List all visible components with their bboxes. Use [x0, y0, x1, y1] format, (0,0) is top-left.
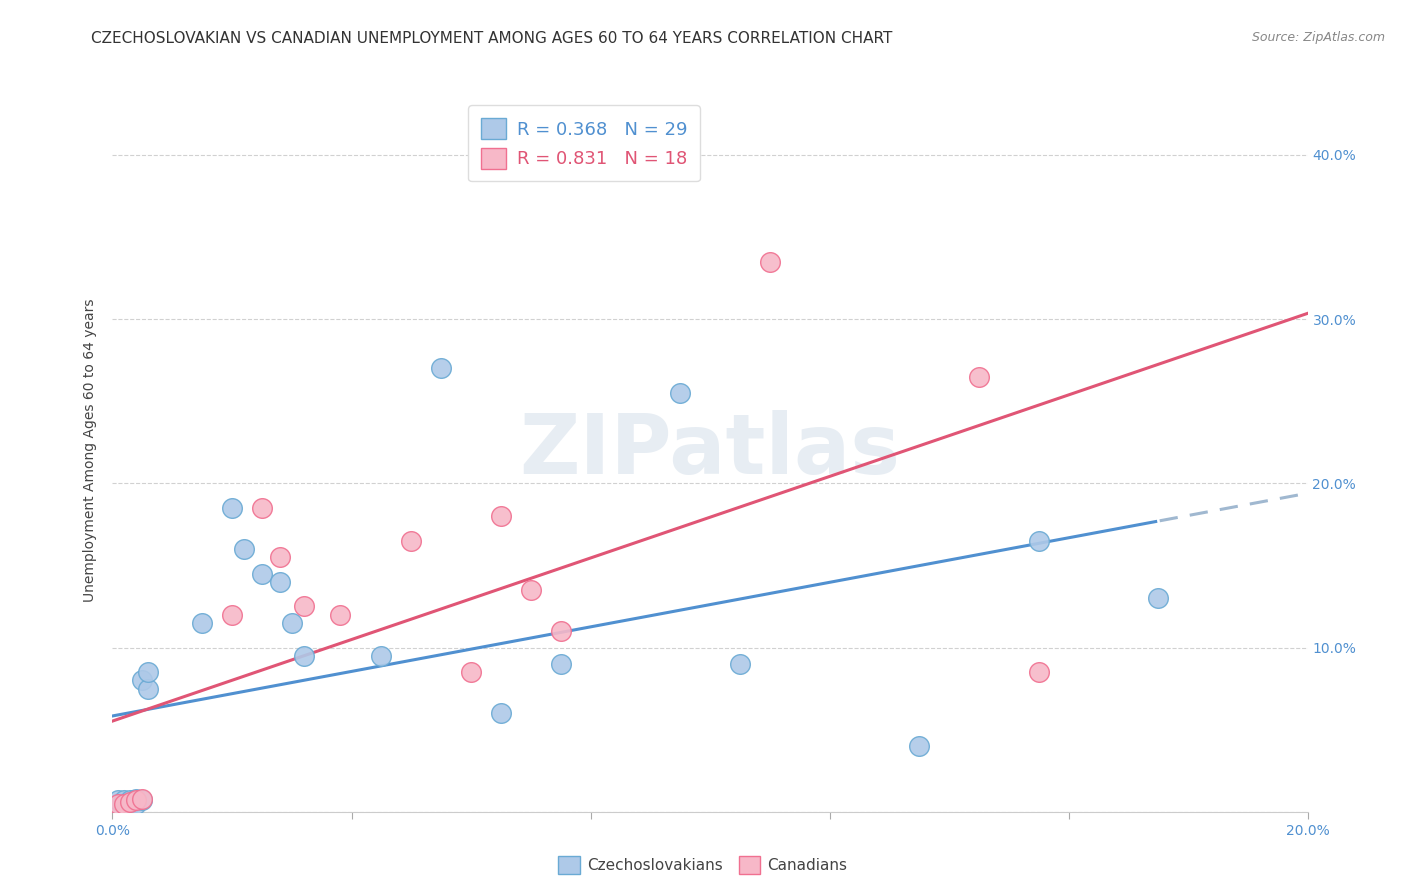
Point	[908, 739, 931, 753]
Point	[250, 500, 273, 515]
Point	[107, 793, 129, 807]
Point	[120, 797, 142, 811]
Point	[138, 681, 160, 696]
Point	[125, 797, 148, 811]
Point	[221, 607, 243, 622]
Point	[329, 607, 352, 622]
Point	[125, 793, 148, 807]
Point	[131, 673, 153, 688]
Point	[250, 566, 273, 581]
Point	[120, 793, 142, 807]
Point	[233, 541, 256, 556]
Point	[114, 797, 135, 811]
Point	[269, 550, 291, 565]
Point	[131, 791, 153, 805]
Point	[759, 254, 782, 268]
Legend: Czechoslovakians, Canadians: Czechoslovakians, Canadians	[553, 850, 853, 880]
Point	[520, 582, 543, 597]
Point	[281, 615, 304, 630]
Point	[550, 624, 572, 639]
Point	[107, 797, 129, 811]
Point	[292, 599, 315, 614]
Point	[401, 533, 423, 548]
Point	[221, 500, 243, 515]
Point	[138, 665, 160, 680]
Point	[728, 657, 751, 671]
Point	[489, 509, 512, 524]
Point	[125, 791, 148, 805]
Point	[191, 615, 214, 630]
Text: ZIPatlas: ZIPatlas	[520, 410, 900, 491]
Point	[1028, 665, 1050, 680]
Point	[550, 657, 572, 671]
Point	[1028, 533, 1050, 548]
Point	[430, 361, 453, 376]
Point	[269, 574, 291, 589]
Point	[107, 797, 129, 811]
Text: Source: ZipAtlas.com: Source: ZipAtlas.com	[1251, 31, 1385, 45]
Point	[1147, 591, 1170, 606]
Point	[669, 386, 692, 401]
Point	[114, 793, 135, 807]
Point	[967, 369, 990, 384]
Point	[370, 648, 392, 663]
Text: CZECHOSLOVAKIAN VS CANADIAN UNEMPLOYMENT AMONG AGES 60 TO 64 YEARS CORRELATION C: CZECHOSLOVAKIAN VS CANADIAN UNEMPLOYMENT…	[91, 31, 893, 46]
Point	[131, 793, 153, 807]
Y-axis label: Unemployment Among Ages 60 to 64 years: Unemployment Among Ages 60 to 64 years	[83, 299, 97, 602]
Point	[489, 706, 512, 721]
Legend: R = 0.368   N = 29, R = 0.831   N = 18: R = 0.368 N = 29, R = 0.831 N = 18	[468, 105, 700, 181]
Point	[292, 648, 315, 663]
Point	[114, 797, 135, 811]
Point	[120, 795, 142, 809]
Point	[120, 795, 142, 809]
Point	[460, 665, 482, 680]
